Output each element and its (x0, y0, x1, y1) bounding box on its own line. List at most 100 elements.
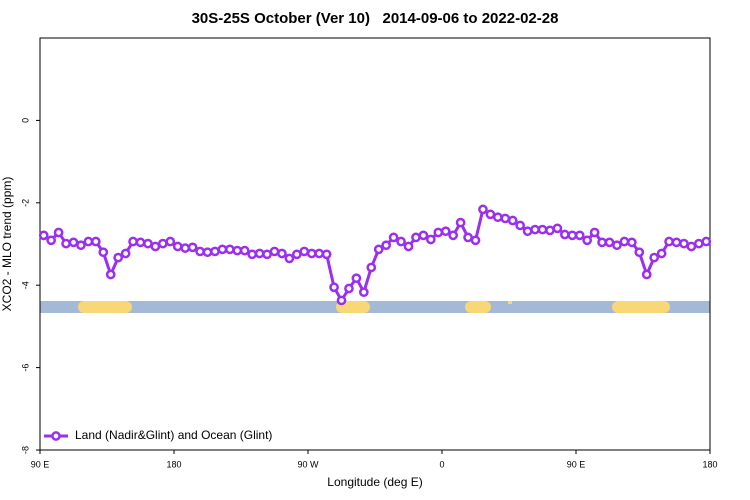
data-point (455, 217, 466, 228)
data-point (425, 234, 436, 245)
data-point (396, 236, 406, 247)
data-point (589, 227, 600, 238)
data-point (582, 235, 593, 246)
data-point (172, 241, 183, 252)
data-point (306, 248, 317, 259)
data-point (649, 252, 660, 263)
data-point (180, 243, 191, 253)
ocean-band (40, 301, 710, 313)
data-point (46, 235, 57, 246)
data-point (210, 246, 220, 257)
data-point (656, 248, 667, 259)
data-point (664, 236, 674, 247)
data-point (478, 204, 488, 215)
data-point (701, 236, 712, 247)
y-tick-label: -4 (20, 281, 30, 289)
x-tick-label: 180 (166, 459, 181, 469)
data-point (604, 237, 615, 248)
data-point (492, 212, 503, 223)
data-point (128, 236, 138, 247)
y-tick-label: -2 (20, 199, 30, 207)
data-point (507, 215, 518, 226)
data-point (597, 237, 607, 248)
legend-label: Land (Nadir&Glint) and Ocean (Glint) (75, 428, 272, 442)
data-point (291, 249, 302, 260)
data-point (321, 249, 332, 260)
data-point (83, 236, 94, 247)
data-point (53, 227, 64, 238)
data-point (157, 238, 168, 249)
data-point (336, 295, 347, 306)
x-tick-label: 90 W (297, 459, 319, 469)
data-point (247, 249, 258, 260)
data-point (232, 245, 243, 256)
legend-marker (51, 431, 61, 441)
data-point (679, 238, 689, 249)
data-point (641, 269, 652, 280)
data-point (195, 246, 205, 257)
data-point (693, 238, 704, 249)
data-point (329, 282, 339, 293)
data-point (440, 226, 451, 237)
data-point (284, 253, 295, 264)
data-point (612, 240, 622, 251)
surface-band (40, 301, 710, 313)
data-point (686, 241, 697, 252)
data-point (105, 269, 116, 280)
x-tick-label: 180 (702, 459, 717, 469)
data-point (68, 237, 79, 248)
data-point (61, 238, 71, 249)
data-point (187, 242, 198, 253)
data-point (269, 246, 280, 257)
data-point (373, 244, 384, 255)
x-axis-label: Longitude (deg E) (327, 475, 422, 489)
data-point (113, 252, 124, 263)
data-point (552, 223, 563, 234)
data-point (135, 237, 146, 248)
data-point (76, 240, 86, 251)
land-segment (508, 301, 512, 304)
data-point (626, 237, 637, 248)
y-tick-label: -6 (20, 364, 30, 372)
data-point (403, 241, 414, 252)
chart-title: 30S-25S October (Ver 10) 2014-09-06 to 2… (192, 10, 559, 27)
data-point (143, 238, 153, 249)
data-point (120, 248, 131, 259)
land-segment (78, 301, 132, 313)
data-point (463, 232, 473, 243)
data-point (470, 235, 481, 246)
data-point (90, 236, 101, 247)
data-point (619, 236, 630, 247)
data-point (485, 209, 496, 220)
data-point (634, 247, 645, 258)
data-point (277, 248, 287, 259)
data-point (433, 227, 444, 238)
data-point (537, 224, 548, 235)
data-point (515, 220, 526, 231)
data-point (224, 244, 235, 255)
data-point (574, 230, 585, 241)
data-point (202, 247, 213, 258)
data-point (38, 230, 49, 241)
data-point (98, 247, 109, 258)
data-point (239, 245, 250, 256)
y-tick-label: -8 (20, 446, 30, 454)
data-point (522, 226, 533, 237)
data-point (262, 249, 272, 260)
data-point (411, 232, 421, 243)
y-tick-label: 0 (20, 118, 30, 123)
data-point (381, 240, 392, 251)
x-tick-label: 0 (439, 459, 444, 469)
data-point (299, 246, 310, 257)
data-point (530, 224, 540, 235)
data-point (500, 213, 511, 224)
data-point (671, 237, 682, 248)
data-point (418, 230, 429, 241)
data-point (254, 248, 265, 259)
data-point (559, 229, 570, 240)
data-point (351, 273, 362, 284)
data-point (448, 230, 459, 241)
data-point (366, 262, 377, 273)
x-tick-label: 90 E (567, 459, 586, 469)
